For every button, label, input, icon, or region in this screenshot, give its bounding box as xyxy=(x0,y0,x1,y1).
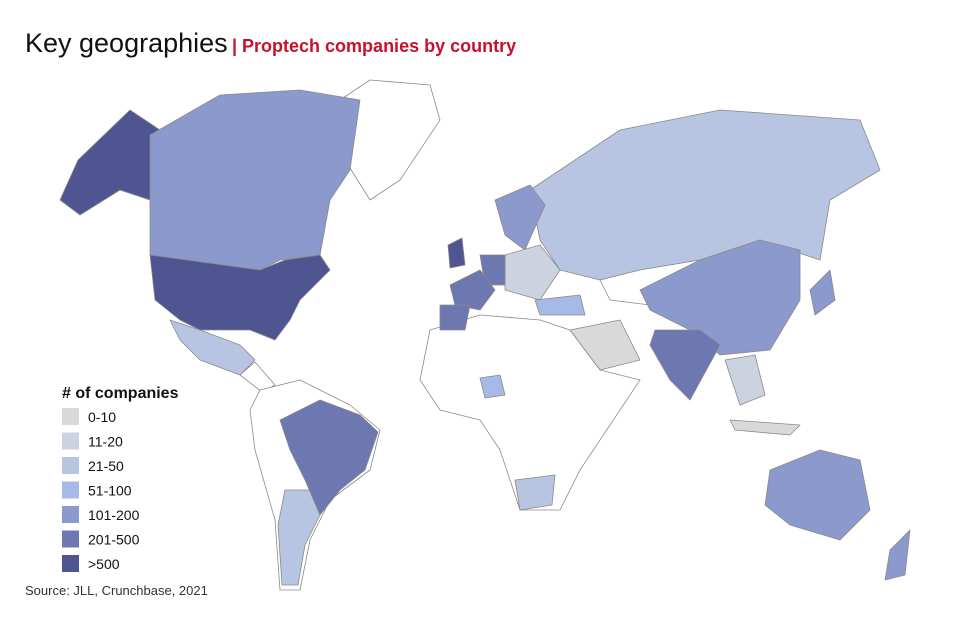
legend-title: # of companies xyxy=(62,385,179,402)
russia xyxy=(529,109,881,281)
legend-swatch xyxy=(62,481,79,499)
mexico xyxy=(169,319,256,376)
legend-swatch xyxy=(62,432,79,450)
africa xyxy=(419,314,641,511)
legend: # of companies 0-10 11-20 21-50 51-100 101-2… xyxy=(62,385,179,572)
middle-east xyxy=(569,319,641,371)
usa xyxy=(149,254,331,341)
argentina xyxy=(277,489,321,586)
legend-swatch xyxy=(62,408,79,425)
legend-label: 21-50 xyxy=(88,458,124,474)
south-africa xyxy=(514,474,556,511)
subtitle: | Proptech companies by country xyxy=(232,36,516,56)
australia xyxy=(764,449,871,541)
legend-swatch xyxy=(62,506,79,523)
china xyxy=(639,239,801,356)
turkey xyxy=(534,294,586,316)
legend-swatch xyxy=(62,555,79,572)
legend-label: 201-500 xyxy=(88,532,140,548)
spain xyxy=(439,304,471,331)
world-map xyxy=(59,79,911,591)
scandinavia xyxy=(494,184,546,251)
india xyxy=(649,329,721,401)
japan xyxy=(809,269,836,316)
source: Source: JLL, Crunchbase, 2021 xyxy=(25,583,208,598)
nigeria xyxy=(479,374,506,399)
legend-label: 0-10 xyxy=(88,409,116,425)
greenland xyxy=(339,79,441,201)
legend-label: 11-20 xyxy=(88,434,123,450)
indonesia xyxy=(729,419,801,436)
alaska xyxy=(59,109,161,216)
southeast-asia xyxy=(724,354,766,406)
central-america xyxy=(239,361,276,393)
uk xyxy=(447,237,466,269)
legend-swatch xyxy=(62,530,79,548)
france xyxy=(449,269,496,311)
legend-label: >500 xyxy=(88,556,120,572)
legend-swatch xyxy=(62,457,79,474)
legend-label: 51-100 xyxy=(88,483,132,499)
legend-label: 101-200 xyxy=(88,507,140,523)
brazil xyxy=(279,399,379,516)
title: Key geographies xyxy=(25,28,228,58)
canada xyxy=(149,89,361,271)
new-zealand xyxy=(884,529,911,581)
